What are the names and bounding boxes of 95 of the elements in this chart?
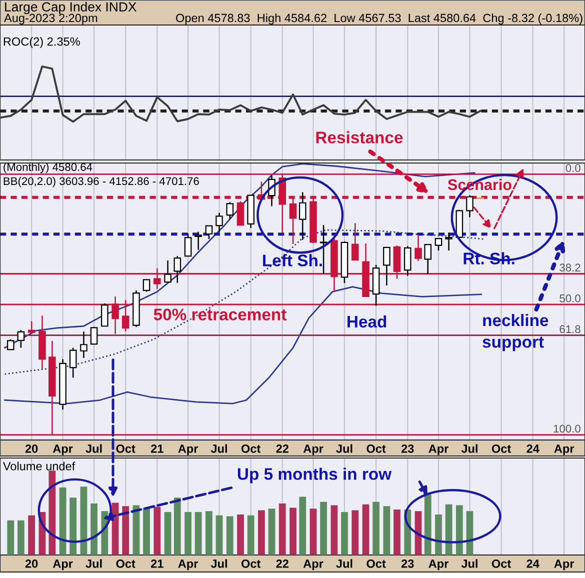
x-tick-label: Oct: [492, 559, 511, 568]
bar: [164, 512, 172, 555]
annotation: (Monthly) 4580.64: [4, 162, 92, 174]
x-tick-label: Oct: [241, 559, 261, 568]
x-tick-label: Jul: [461, 444, 478, 453]
bar: [132, 505, 140, 555]
bar: [456, 505, 463, 555]
text: ROC(2) 2.35%: [4, 37, 80, 48]
x-tick-label: Apr: [303, 444, 324, 456]
annotation: Up 5 months in row: [238, 468, 392, 484]
annotation: Head: [348, 315, 386, 328]
x-tick-label: Oct: [366, 559, 386, 568]
bar: [268, 508, 276, 555]
annotation: Left Sh.: [263, 254, 322, 266]
bar: [435, 514, 442, 555]
x-tick-label: 24: [526, 444, 540, 453]
bar: [216, 515, 223, 555]
x-tick-label: Apr: [178, 560, 198, 570]
x-tick-label: 22: [276, 444, 288, 453]
bar: [154, 506, 161, 555]
bar: [112, 502, 119, 555]
bar: [90, 504, 98, 555]
bar: [80, 486, 88, 555]
bar: [247, 515, 254, 555]
y-tick-label: 38.2: [560, 264, 580, 272]
bar: [59, 488, 66, 555]
x-tick-label: Apr: [52, 444, 73, 456]
x-tick-label: 22: [276, 559, 288, 568]
bar: [394, 509, 400, 555]
bar: [194, 512, 202, 555]
bar: [299, 496, 306, 555]
x-tick-label: 23: [401, 559, 414, 568]
bar: [330, 505, 338, 555]
x-tick-label: Apr: [554, 444, 574, 456]
x-tick-label: Jul: [210, 444, 227, 453]
x-tick-label: 24: [526, 559, 540, 568]
bar: [28, 515, 35, 555]
x-tick-label: Apr: [52, 560, 73, 570]
bar: [206, 511, 212, 555]
x-tick-label: 20: [25, 444, 38, 453]
bar: [70, 498, 77, 555]
y-tick-label: 100.0: [554, 424, 580, 433]
bar: [7, 520, 14, 555]
bar: [352, 510, 359, 555]
x-tick-label: 21: [150, 444, 164, 453]
x-tick-label: Apr: [178, 444, 198, 456]
bar: [18, 520, 24, 555]
bar: [48, 470, 56, 555]
x-tick-label: 20: [25, 559, 38, 568]
bar: [341, 512, 348, 555]
y-tick-label: 61.8: [560, 325, 580, 334]
annotation: BB(20,2.0) 3603.96 - 4152.86 - 4701.76: [4, 176, 199, 188]
x-tick-label: Apr: [303, 560, 324, 570]
bar: [237, 514, 244, 555]
bar: [372, 502, 380, 555]
bar: [258, 510, 265, 555]
x-tick-label: 23: [401, 444, 414, 453]
bar: [278, 504, 286, 555]
bar: [184, 512, 192, 555]
bar: [362, 504, 370, 555]
x-tick-label: Jul: [461, 559, 478, 568]
text: Resistance: [316, 131, 403, 144]
x-tick-label: Apr: [554, 560, 574, 570]
x-tick-label: 21: [150, 559, 164, 568]
x-tick-label: Oct: [492, 444, 511, 453]
x-tick-label: Apr: [428, 444, 448, 456]
x-tick-label: Jul: [86, 559, 102, 568]
bar: [290, 508, 296, 555]
x-tick-label: Oct: [241, 444, 261, 453]
text: Open 4578.83 High 4584.62 Low 4567.53 Last 4580.64 Chg -8.32 (-0.18%): [176, 14, 582, 25]
bar: [122, 506, 130, 555]
bar: [143, 508, 150, 555]
annotation: neckline support: [482, 314, 548, 352]
bar: [310, 508, 317, 555]
x-tick-label: Jul: [336, 444, 352, 453]
bar: [320, 502, 327, 555]
x-tick-label: Apr: [428, 560, 448, 570]
bar: [174, 498, 181, 555]
chart-subtitle: Aug-2023 2:20pm: [4, 14, 98, 25]
x-tick-label: Jul: [86, 444, 102, 453]
bar: [424, 494, 432, 555]
y-tick-label: 50.0: [560, 294, 580, 302]
annotation: 50% retracement: [154, 308, 286, 320]
x-tick-label: Oct: [116, 559, 136, 568]
bar: [226, 516, 234, 555]
bar: [466, 511, 474, 555]
text: Volume undef: [2, 462, 76, 470]
bar: [445, 504, 452, 555]
chart-title: Large Cap Index INDX: [5, 2, 136, 14]
y-tick-label: 0.0: [566, 164, 580, 172]
x-tick-label: Jul: [336, 559, 352, 568]
x-tick-label: Jul: [210, 559, 227, 568]
x-tick-label: Oct: [366, 444, 386, 453]
bar: [383, 506, 390, 555]
x-tick-label: Oct: [116, 444, 136, 453]
